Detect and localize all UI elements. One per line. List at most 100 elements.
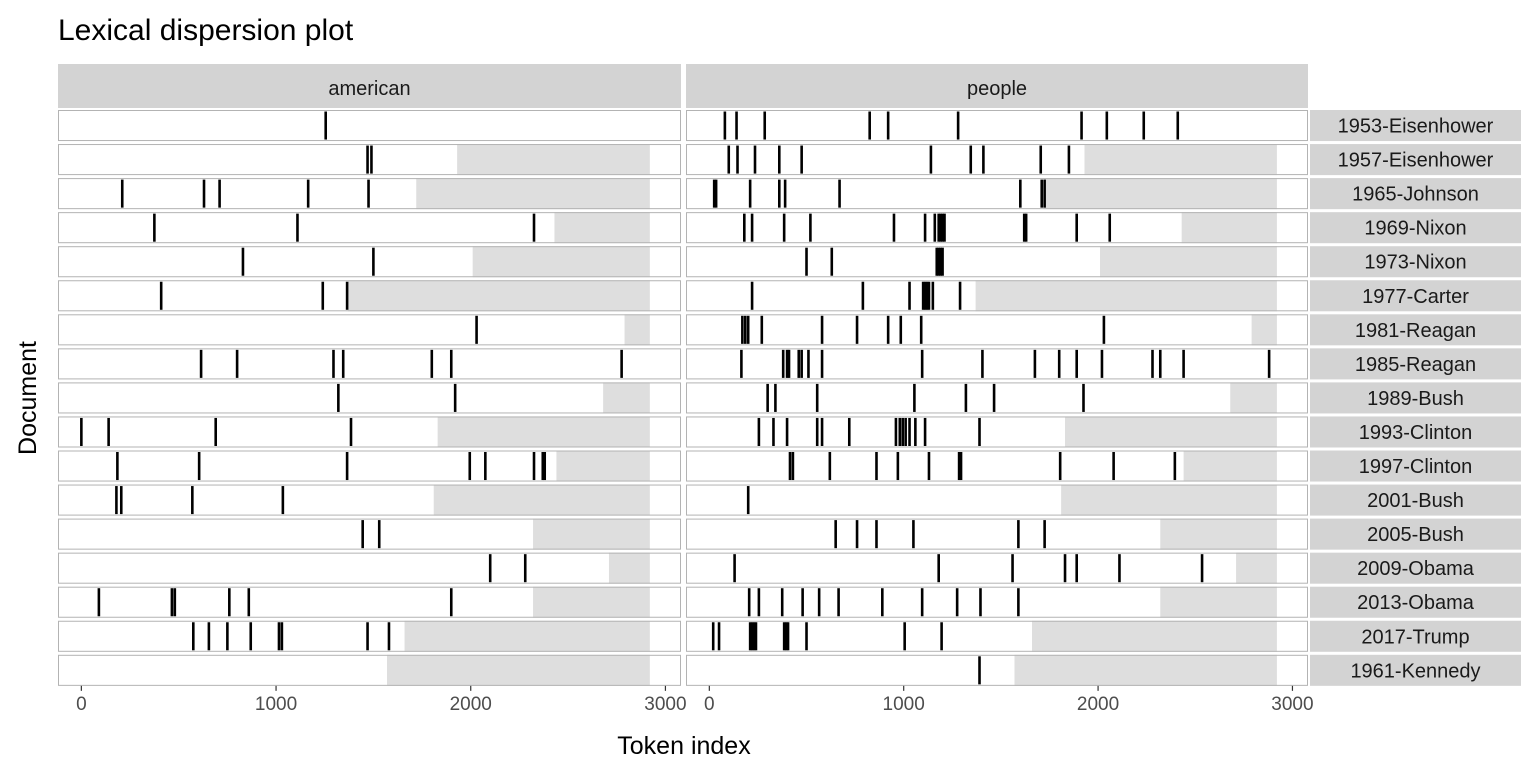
x-tick-label: 0 [704,694,715,715]
x-tick-label: 3000 [1271,694,1313,715]
document-end-shade [533,586,650,618]
document-strip [1310,552,1521,584]
document-end-shade [1065,416,1277,448]
document-end-shade [608,552,650,584]
document-strip [1310,416,1521,448]
document-end-shade [624,314,650,346]
document-end-shade [1160,586,1277,618]
panel-border [686,246,1308,278]
document-strip [1310,178,1521,210]
panel-background [686,348,1308,380]
document-strip [1310,314,1521,346]
document-strip-label: 1989-Bush [1367,388,1464,410]
document-strip-label: 2001-Bush [1367,490,1464,512]
facet-strip [686,64,1308,108]
x-tick-label: 1000 [255,694,297,715]
panel-border [58,246,681,278]
document-strip-label: 1957-Eisenhower [1338,150,1494,172]
document-end-shade [433,484,650,516]
panel-border [58,484,681,516]
panel-border [686,518,1308,550]
x-tick-label: 2000 [450,694,492,715]
x-axis-title: Token index [617,732,751,760]
chart-title: Lexical dispersion plot [58,14,354,47]
document-strip-label: 1953-Eisenhower [1338,116,1494,138]
document-strip-label: 2013-Obama [1357,592,1475,614]
panel-border [686,450,1308,482]
document-strip [1310,348,1521,380]
document-end-shade [975,280,1277,312]
document-strip-label: 1997-Clinton [1359,456,1472,478]
document-strip [1310,110,1521,142]
panel-border [686,654,1308,686]
document-strip-label: 1969-Nixon [1364,218,1466,240]
document-end-shade [457,144,650,176]
panel-background [58,314,681,346]
document-end-shade [1160,518,1277,550]
document-strip [1310,586,1521,618]
document-strip-label: 2017-Trump [1361,626,1469,648]
document-end-shade [1251,314,1277,346]
panel-border [58,382,681,414]
document-end-shade [1230,382,1277,414]
facet-strip-label: american [328,78,410,100]
panel-background [58,110,681,142]
facet-layer: american 0 1000 2000 3000 people 0 1000 2000 3000… [58,64,1521,715]
panel-border [58,654,681,686]
panel-border [58,178,681,210]
document-end-shade [1043,178,1277,210]
panel-border [58,280,681,312]
document-end-shade [416,178,650,210]
panel-border [58,212,681,244]
document-strip [1310,280,1521,312]
panel-background [686,552,1308,584]
document-strip-label: 1985-Reagan [1355,354,1476,376]
document-end-shade [556,450,650,482]
document-end-shade [603,382,650,414]
panel-border [686,484,1308,516]
panel-border [58,450,681,482]
panel-border [58,586,681,618]
document-strip-label: 2005-Bush [1367,524,1464,546]
panel-border [686,178,1308,210]
document-end-shade [554,212,650,244]
panel-border [686,552,1308,584]
document-end-shade [1084,144,1277,176]
document-end-shade [404,620,650,652]
document-end-shade [533,518,650,550]
document-end-shade [1183,450,1277,482]
document-end-shade [387,654,650,686]
panel-border [686,212,1308,244]
document-strip-label: 2009-Obama [1357,558,1475,580]
panel-border [686,416,1308,448]
panel-background [58,382,681,414]
document-strip-label: 1981-Reagan [1355,320,1476,342]
document-end-shade [1031,620,1277,652]
document-strip [1310,144,1521,176]
y-axis-title: Document [14,341,42,455]
document-strip [1310,518,1521,550]
facet-strip-label: people [967,78,1027,100]
panel-border [58,620,681,652]
document-end-shade [1061,484,1277,516]
document-strip [1310,620,1521,652]
panel-background [58,348,681,380]
panel-border [686,314,1308,346]
panel-border [58,348,681,380]
panel-background [686,314,1308,346]
panel-border [686,110,1308,142]
x-tick-label: 1000 [883,694,925,715]
panel-border [686,144,1308,176]
panel-border [58,518,681,550]
document-strip [1310,246,1521,278]
panel-background [686,110,1308,142]
document-end-shade [348,280,650,312]
panel-border [686,280,1308,312]
panel-border [686,382,1308,414]
document-strip [1310,654,1521,686]
panel-border [58,110,681,142]
panel-border [58,416,681,448]
document-end-shade [1014,654,1277,686]
